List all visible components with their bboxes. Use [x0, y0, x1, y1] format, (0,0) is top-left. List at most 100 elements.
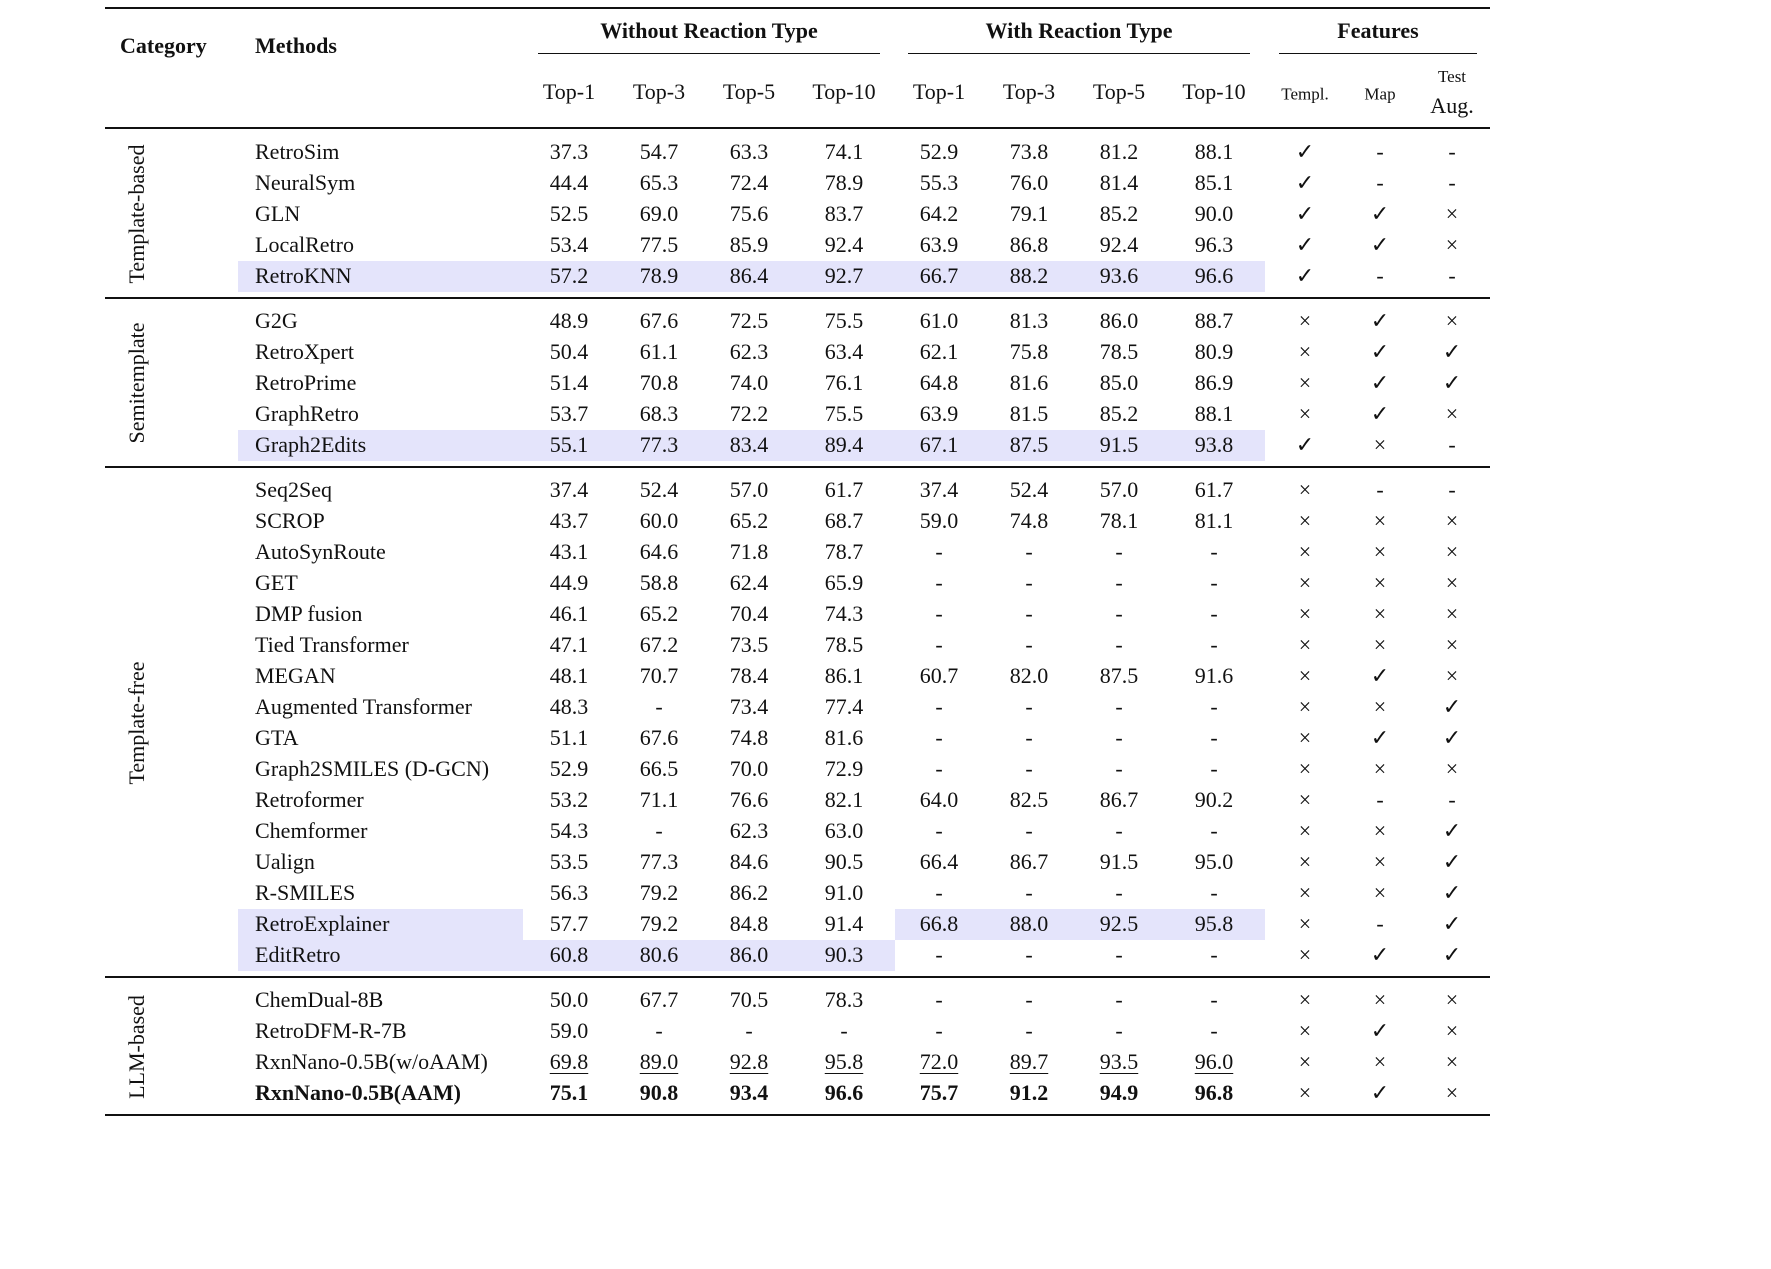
- score: 69.8: [549, 1049, 589, 1074]
- score: 93.4: [729, 1080, 769, 1105]
- score: 54.3: [549, 818, 589, 843]
- score: 86.7: [1009, 849, 1049, 874]
- feature-mark: ×: [1373, 849, 1387, 874]
- score: -: [1115, 694, 1123, 719]
- score: 60.8: [549, 942, 589, 967]
- feature-mark: -: [1376, 170, 1384, 195]
- feature-mark: ✓: [1295, 201, 1315, 226]
- feature-mark: ×: [1373, 508, 1387, 533]
- score: 84.6: [729, 849, 769, 874]
- score: 86.7: [1099, 787, 1139, 812]
- subhead: Top-10: [1182, 79, 1246, 104]
- method-name: Seq2Seq: [255, 477, 332, 502]
- header-methods: Methods: [255, 33, 337, 58]
- score: -: [935, 1018, 943, 1043]
- feature-mark: ×: [1445, 401, 1459, 426]
- score: 44.9: [549, 570, 589, 595]
- group-underline: [908, 52, 1250, 54]
- feature-mark: ×: [1298, 1018, 1312, 1043]
- score: 66.5: [639, 756, 679, 781]
- feature-mark: ×: [1298, 539, 1312, 564]
- score: 37.4: [919, 477, 959, 502]
- score: 78.7: [824, 539, 864, 564]
- group-title: Without Reaction Type: [600, 18, 818, 43]
- score: 76.6: [729, 787, 769, 812]
- feature-mark: ✓: [1370, 942, 1390, 967]
- header-category: Category: [120, 33, 207, 58]
- score: 96.3: [1194, 232, 1234, 257]
- score: 64.8: [919, 370, 959, 395]
- score: 71.1: [639, 787, 679, 812]
- score: 70.8: [639, 370, 679, 395]
- feature-mark: ×: [1298, 756, 1312, 781]
- score: 85.0: [1099, 370, 1139, 395]
- score: 43.7: [549, 508, 589, 533]
- method-name: RetroDFM-R-7B: [255, 1018, 407, 1043]
- feature-mark: ✓: [1370, 1080, 1390, 1105]
- subhead: Top-5: [722, 79, 776, 104]
- feature-mark: ×: [1445, 987, 1459, 1012]
- feature-mark: ×: [1373, 880, 1387, 905]
- score: 75.5: [824, 308, 864, 333]
- score: 74.8: [1009, 508, 1049, 533]
- feature-mark: ✓: [1442, 694, 1462, 719]
- score: 61.7: [824, 477, 864, 502]
- feature-mark: ×: [1298, 942, 1312, 967]
- score: -: [655, 818, 663, 843]
- score: -: [1210, 694, 1218, 719]
- score: 60.0: [639, 508, 679, 533]
- group-underline: [538, 52, 880, 54]
- row-highlight: [238, 430, 523, 461]
- score: -: [935, 880, 943, 905]
- method-name: RetroKNN: [255, 263, 352, 288]
- score: -: [1210, 1018, 1218, 1043]
- method-name: NeuralSym: [255, 170, 356, 195]
- feature-mark: ✓: [1370, 339, 1390, 364]
- method-name: Retroformer: [255, 787, 364, 812]
- subhead: Top-1: [912, 79, 966, 104]
- row-highlight: [895, 909, 1265, 940]
- score: 53.4: [549, 232, 589, 257]
- feature-mark: ✓: [1295, 263, 1315, 288]
- feature-mark: ×: [1298, 694, 1312, 719]
- score: 51.4: [549, 370, 589, 395]
- subhead: Top-3: [1002, 79, 1056, 104]
- score: -: [1025, 987, 1033, 1012]
- score: -: [935, 601, 943, 626]
- subhead-line: Aug.: [1430, 93, 1474, 118]
- score: -: [1210, 818, 1218, 843]
- score: 50.4: [549, 339, 589, 364]
- score: 93.8: [1194, 432, 1234, 457]
- feature-mark: ×: [1298, 663, 1312, 688]
- score: 67.7: [639, 987, 679, 1012]
- score: 70.0: [729, 756, 769, 781]
- score: 52.9: [549, 756, 589, 781]
- feature-subhead: Map: [1364, 84, 1396, 104]
- group-title: Features: [1337, 18, 1419, 43]
- score: -: [1025, 632, 1033, 657]
- feature-mark: ×: [1445, 201, 1459, 226]
- score: -: [1115, 570, 1123, 595]
- feature-mark: ×: [1298, 570, 1312, 595]
- method-name: RetroPrime: [255, 370, 357, 395]
- score: 86.8: [1009, 232, 1049, 257]
- score: 67.6: [639, 725, 679, 750]
- feature-mark: ✓: [1295, 170, 1315, 195]
- score: -: [935, 756, 943, 781]
- top-rule: [105, 7, 1490, 9]
- feature-mark: ×: [1298, 401, 1312, 426]
- score: 77.5: [639, 232, 679, 257]
- score: -: [935, 539, 943, 564]
- score: 48.1: [549, 663, 589, 688]
- score: -: [655, 694, 663, 719]
- feature-mark: ×: [1445, 756, 1459, 781]
- score: 95.0: [1194, 849, 1234, 874]
- feature-mark: ×: [1298, 880, 1312, 905]
- feature-mark: ×: [1373, 432, 1387, 457]
- method-name: R-SMILES: [255, 880, 356, 905]
- method-name: RxnNano-0.5B(w/oAAM): [255, 1049, 488, 1074]
- score: 71.8: [729, 539, 769, 564]
- feature-mark: ✓: [1370, 201, 1390, 226]
